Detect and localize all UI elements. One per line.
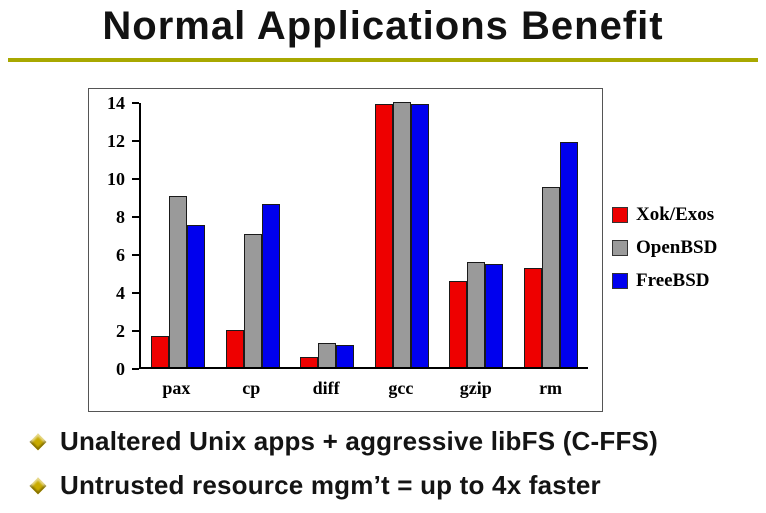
- bullet-text: Untrusted resource mgm’t = up to 4x fast…: [60, 470, 601, 500]
- y-tick-mark: [132, 216, 139, 219]
- bar-openbsd-rm: [541, 186, 560, 367]
- y-tick-mark: [132, 178, 139, 180]
- y-tick-mark: [132, 140, 139, 142]
- bar-freebsd-cp: [261, 203, 280, 367]
- legend-item-freebsd: FreeBSD: [612, 270, 762, 292]
- benchmark-chart: 0 2 4 6 8 10 12 14 pax cp diff gcc gzip rm: [88, 88, 603, 412]
- plot-area: [139, 102, 589, 369]
- y-tick-label: 4: [116, 283, 125, 303]
- diamond-bullet-icon: [29, 477, 47, 494]
- x-label-diff: diff: [312, 378, 340, 398]
- legend-swatch-icon: [612, 273, 628, 289]
- bullet-item: Untrusted resource mgm’t = up to 4x fast…: [28, 470, 760, 501]
- bar-openbsd-cp: [243, 234, 262, 367]
- bar-xok-exos-cp: [225, 330, 244, 367]
- y-tick-mark: [132, 292, 139, 295]
- bar-openbsd-gzip: [467, 262, 486, 367]
- legend-swatch-icon: [612, 240, 628, 256]
- x-axis-labels: pax cp diff gcc gzip rm: [139, 369, 588, 411]
- legend-label: OpenBSD: [636, 237, 718, 258]
- bar-openbsd-gcc: [392, 102, 411, 367]
- y-tick-label: 8: [116, 207, 125, 227]
- bar-group-diff: [290, 103, 365, 367]
- bar-xok-exos-pax: [151, 335, 170, 367]
- legend-item-openbsd: OpenBSD: [612, 237, 762, 259]
- bar-group-rm: [514, 103, 589, 367]
- y-tick-label: 6: [116, 245, 125, 265]
- y-tick-label: 2: [116, 321, 125, 341]
- y-tick-label: 14: [107, 93, 125, 113]
- bar-group-gcc: [365, 102, 440, 367]
- legend-label: Xok/Exos: [636, 204, 715, 225]
- x-label-gcc: gcc: [388, 378, 414, 398]
- title-underline: [8, 58, 758, 62]
- bullet-item: Unaltered Unix apps + aggressive libFS (…: [28, 426, 760, 457]
- y-tick-label: 10: [107, 169, 125, 189]
- bar-xok-exos-rm: [523, 267, 542, 367]
- y-tick-mark: [132, 368, 139, 370]
- legend-label: FreeBSD: [636, 270, 710, 291]
- diamond-bullet-icon: [29, 433, 47, 450]
- bullet-list: Unaltered Unix apps + aggressive libFS (…: [28, 426, 760, 513]
- bar-openbsd-diff: [318, 343, 337, 367]
- bar-freebsd-rm: [559, 141, 578, 367]
- y-tick-mark: [132, 102, 139, 104]
- bullet-text: Unaltered Unix apps + aggressive libFS (…: [60, 426, 658, 456]
- y-tick-label: 12: [107, 131, 125, 151]
- bar-group-gzip: [439, 103, 514, 367]
- x-label-gzip: gzip: [459, 378, 492, 398]
- x-label-rm: rm: [539, 378, 563, 398]
- page-title: Normal Applications Benefit: [102, 4, 664, 48]
- legend-item-xok-exos: Xok/Exos: [612, 204, 762, 226]
- bar-freebsd-gcc: [410, 103, 429, 367]
- bar-xok-exos-diff: [300, 356, 319, 367]
- y-axis: 0 2 4 6 8 10 12 14: [89, 94, 139, 378]
- x-label-pax: pax: [162, 378, 191, 398]
- bar-xok-exos-gzip: [449, 281, 468, 367]
- chart-legend: Xok/Exos OpenBSD FreeBSD: [612, 204, 762, 303]
- legend-swatch-icon: [612, 207, 628, 223]
- bar-freebsd-gzip: [485, 264, 504, 367]
- y-tick-mark: [132, 254, 139, 256]
- bar-xok-exos-gcc: [374, 103, 393, 367]
- bar-group-pax: [141, 103, 216, 367]
- bar-openbsd-pax: [169, 196, 188, 367]
- bar-freebsd-pax: [187, 224, 206, 367]
- bar-freebsd-diff: [336, 345, 355, 367]
- x-label-cp: cp: [242, 378, 261, 398]
- y-tick-mark: [132, 330, 139, 333]
- y-tick-label: 0: [116, 359, 125, 379]
- bar-group-cp: [216, 103, 291, 367]
